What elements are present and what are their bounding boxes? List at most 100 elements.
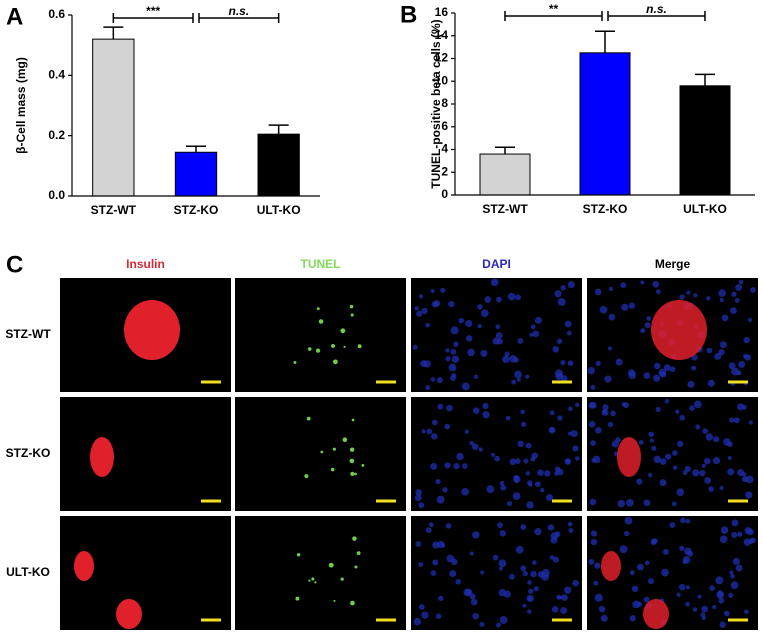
micrograph — [235, 278, 406, 392]
nucleus — [525, 374, 530, 379]
nucleus — [453, 341, 459, 347]
nucleus — [672, 450, 678, 456]
y-tick-label: 14 — [435, 28, 449, 42]
nucleus — [728, 592, 734, 598]
nucleus — [463, 588, 472, 597]
nucleus — [741, 471, 747, 477]
nucleus — [702, 428, 709, 434]
nucleus — [552, 556, 559, 563]
nucleus — [525, 471, 530, 476]
nucleus — [608, 313, 616, 321]
nucleus — [594, 427, 602, 434]
nucleus — [525, 442, 532, 449]
nucleus — [628, 302, 636, 309]
nucleus — [623, 402, 630, 409]
nucleus — [557, 415, 563, 421]
nucleus — [684, 465, 691, 473]
nucleus — [693, 293, 698, 298]
nucleus — [735, 284, 742, 291]
nucleus — [567, 521, 573, 527]
nucleus — [589, 498, 597, 506]
nucleus — [430, 570, 437, 577]
nucleus — [432, 541, 440, 549]
nucleus — [560, 375, 568, 382]
nucleus — [602, 404, 609, 411]
significance-label: n.s. — [646, 2, 667, 16]
nucleus — [685, 518, 691, 524]
nucleus — [445, 348, 450, 353]
nucleus — [522, 603, 527, 608]
nucleus — [590, 384, 596, 390]
nucleus — [461, 382, 470, 391]
islet — [651, 300, 707, 360]
nucleus — [728, 362, 736, 370]
bar — [174, 151, 218, 197]
nucleus — [477, 324, 482, 329]
y-tick-label: 12 — [435, 51, 449, 65]
nucleus — [629, 570, 635, 576]
nucleus — [644, 560, 650, 566]
nucleus — [659, 458, 667, 465]
y-tick-label: 0.0 — [48, 188, 65, 202]
nucleus — [517, 337, 524, 344]
nucleus — [469, 551, 474, 556]
nucleus — [743, 336, 750, 344]
nucleus — [707, 379, 715, 387]
y-tick-label: 0.2 — [48, 128, 65, 142]
nucleus — [647, 578, 655, 585]
tunel-spot — [349, 304, 354, 309]
nucleus — [516, 377, 521, 382]
tunel-spot — [350, 313, 354, 317]
nucleus — [506, 500, 513, 507]
x-tick-label: STZ-WT — [482, 202, 528, 216]
nucleus — [431, 301, 439, 308]
nucleus — [594, 593, 603, 602]
nucleus — [572, 445, 579, 452]
nucleus — [652, 280, 660, 288]
nucleus — [737, 531, 743, 537]
nucleus — [471, 443, 479, 451]
nucleus — [426, 428, 433, 435]
nucleus — [676, 488, 685, 497]
nucleus — [444, 423, 451, 430]
tunel-spot — [320, 450, 324, 454]
nucleus — [662, 549, 669, 555]
y-tick-label: 10 — [435, 73, 449, 87]
nucleus — [499, 480, 505, 486]
nucleus — [744, 354, 752, 361]
nucleus — [648, 472, 653, 478]
nucleus — [515, 545, 524, 554]
nucleus — [632, 600, 641, 609]
nucleus — [719, 485, 724, 491]
nucleus — [500, 484, 507, 491]
nucleus — [644, 322, 651, 329]
row-label: STZ-KO — [6, 446, 51, 460]
nucleus — [464, 429, 469, 434]
nucleus — [482, 402, 489, 410]
nucleus — [495, 324, 501, 330]
nucleus — [547, 524, 555, 531]
tunel-spot — [354, 472, 357, 476]
tunel-spot — [343, 345, 346, 348]
nucleus — [453, 462, 460, 470]
nucleus — [558, 595, 563, 600]
nucleus — [528, 588, 534, 594]
nucleus — [482, 411, 490, 419]
nucleus — [701, 605, 709, 613]
x-tick-label: STZ-WT — [91, 203, 137, 217]
bar — [679, 85, 731, 196]
nucleus — [496, 296, 502, 303]
nucleus — [660, 371, 667, 378]
nucleus — [575, 456, 580, 461]
islet — [617, 437, 641, 477]
nucleus — [693, 400, 702, 409]
nucleus — [652, 538, 658, 544]
tunel-spot — [307, 347, 312, 351]
nucleus — [684, 547, 692, 556]
tunel-spot — [331, 343, 335, 348]
nucleus — [509, 354, 517, 363]
column-header: DAPI — [482, 257, 511, 271]
bar — [92, 38, 135, 197]
nucleus — [611, 440, 619, 448]
